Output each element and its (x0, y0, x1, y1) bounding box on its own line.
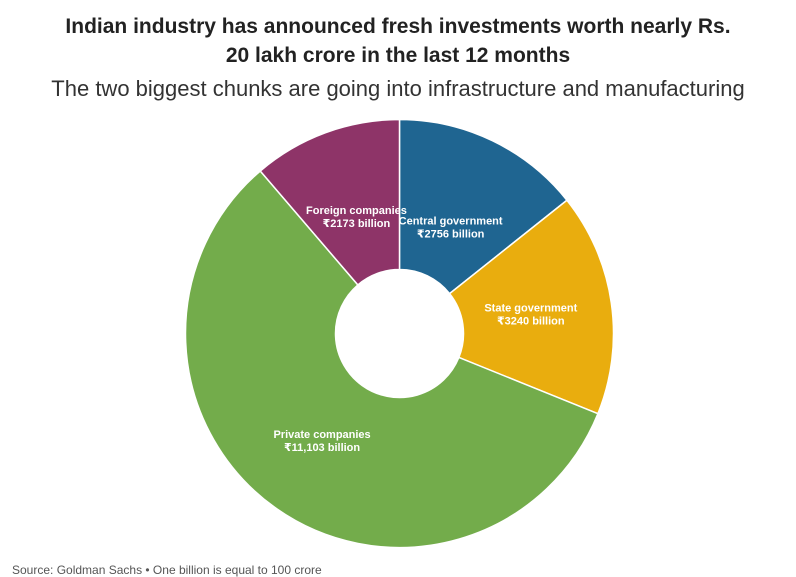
slice-central-government (398, 118, 568, 295)
slice-foreign-companies (259, 118, 401, 286)
slice-value-private-companies: ₹11,103 billion (284, 442, 360, 454)
chart-title-line-1: Indian industry has announced fresh inve… (65, 15, 731, 38)
chart-title-line-2: 20 lakh crore in the last 12 months (225, 44, 571, 67)
slice-label-state-government: State government (484, 302, 577, 314)
slice-value-state-government: ₹3240 billion (497, 315, 565, 327)
slice-label-private-companies: Private companies (273, 429, 370, 441)
source-note: Source: Goldman Sachs • One billion is e… (12, 563, 322, 577)
slice-value-central-government: ₹2756 billion (417, 228, 485, 240)
slice-private-companies (184, 169, 599, 549)
slice-label-central-government: Central government (399, 215, 503, 227)
slice-value-foreign-companies: ₹2173 billion (323, 218, 391, 230)
slice-label-foreign-companies: Foreign companies (306, 205, 407, 217)
chart-subtitle: The two biggest chunks are going into in… (51, 76, 745, 101)
chart-title: Indian industry has announced fresh inve… (0, 12, 796, 70)
slice-state-government (448, 199, 615, 415)
